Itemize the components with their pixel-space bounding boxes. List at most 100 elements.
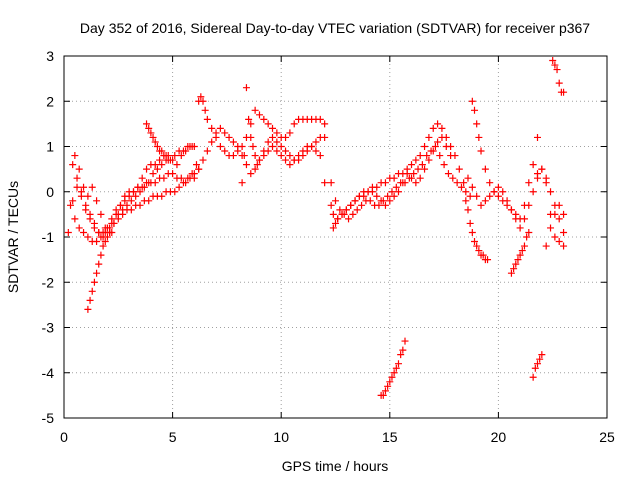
data-point — [77, 188, 85, 196]
ticks-layer: 0 5 10 15 20 25 -5 -4 -3 -2 -1 0 1 2 3 — [42, 48, 615, 445]
data-point — [80, 183, 88, 191]
data-point — [97, 210, 105, 218]
data-point — [99, 242, 107, 250]
data-point — [438, 133, 446, 141]
data-point — [384, 382, 392, 390]
data-point — [177, 152, 185, 160]
data-point — [462, 188, 470, 196]
data-series — [507, 228, 533, 277]
data-point — [282, 133, 290, 141]
grid-layer — [64, 56, 607, 418]
data-point — [373, 192, 381, 200]
data-point — [308, 143, 316, 150]
data-series — [533, 165, 568, 250]
data-point — [282, 156, 290, 164]
data-point — [84, 192, 92, 200]
data-point — [249, 143, 257, 150]
data-point — [351, 197, 359, 205]
data-point — [477, 201, 485, 209]
data-point — [555, 79, 563, 87]
data-point — [460, 179, 468, 187]
y-tick-label: -3 — [42, 320, 55, 336]
y-tick-label: 3 — [46, 48, 54, 64]
data-point — [392, 183, 400, 191]
data-point — [119, 206, 127, 214]
data-point — [520, 215, 528, 223]
data-point — [332, 197, 339, 205]
data-point — [536, 355, 544, 363]
data-point — [229, 138, 237, 146]
data-point — [264, 138, 272, 146]
data-point — [242, 84, 250, 92]
marks-layer — [64, 57, 568, 399]
data-point — [442, 143, 450, 150]
data-point — [490, 188, 498, 196]
data-point — [440, 161, 448, 169]
data-point — [353, 206, 361, 214]
data-point — [373, 183, 381, 191]
data-point — [514, 256, 522, 264]
data-point — [260, 152, 268, 160]
data-point — [255, 156, 263, 164]
x-tick-label: 25 — [599, 429, 615, 445]
data-point — [80, 228, 88, 236]
data-point — [158, 161, 166, 169]
data-point — [416, 174, 424, 182]
data-point — [512, 260, 520, 268]
data-point — [203, 147, 211, 155]
data-point — [429, 147, 437, 155]
data-point — [494, 192, 502, 200]
data-point — [316, 152, 324, 160]
data-point — [138, 174, 146, 182]
data-point — [560, 242, 568, 250]
data-point — [403, 170, 411, 178]
y-tick-label: 1 — [46, 139, 54, 155]
data-point — [381, 387, 389, 395]
data-point — [468, 228, 476, 236]
data-point — [114, 210, 122, 218]
data-point — [216, 124, 224, 132]
data-point — [136, 201, 144, 209]
data-point — [269, 143, 277, 150]
data-point — [431, 143, 439, 150]
y-tick-label: -2 — [42, 274, 55, 290]
data-point — [123, 201, 131, 209]
data-point — [464, 174, 472, 182]
data-point — [327, 179, 335, 187]
data-point — [547, 224, 555, 232]
data-point — [390, 369, 398, 377]
data-point — [143, 165, 151, 173]
data-point — [140, 183, 148, 191]
data-point — [147, 129, 155, 137]
data-point — [384, 192, 392, 200]
data-point — [84, 233, 92, 241]
data-series — [549, 57, 568, 96]
data-point — [381, 179, 389, 187]
data-point — [290, 156, 298, 164]
data-point — [179, 147, 187, 155]
data-point — [401, 337, 409, 345]
data-point — [520, 242, 528, 250]
data-point — [127, 197, 135, 205]
data-point — [86, 210, 94, 218]
data-point — [93, 197, 101, 205]
data-point — [334, 215, 342, 223]
data-point — [212, 129, 220, 137]
data-point — [169, 170, 177, 178]
data-point — [338, 210, 346, 218]
data-point — [453, 179, 461, 187]
data-point — [386, 197, 394, 205]
data-point — [71, 152, 79, 160]
data-point — [516, 224, 524, 232]
data-point — [386, 378, 394, 386]
data-point — [273, 129, 281, 137]
data-point — [290, 120, 298, 128]
data-series — [462, 197, 492, 264]
data-point — [429, 124, 437, 132]
data-point — [555, 238, 563, 246]
data-point — [164, 156, 172, 164]
data-point — [347, 201, 355, 209]
data-point — [88, 183, 96, 191]
data-point — [153, 143, 161, 150]
data-point — [399, 179, 407, 187]
